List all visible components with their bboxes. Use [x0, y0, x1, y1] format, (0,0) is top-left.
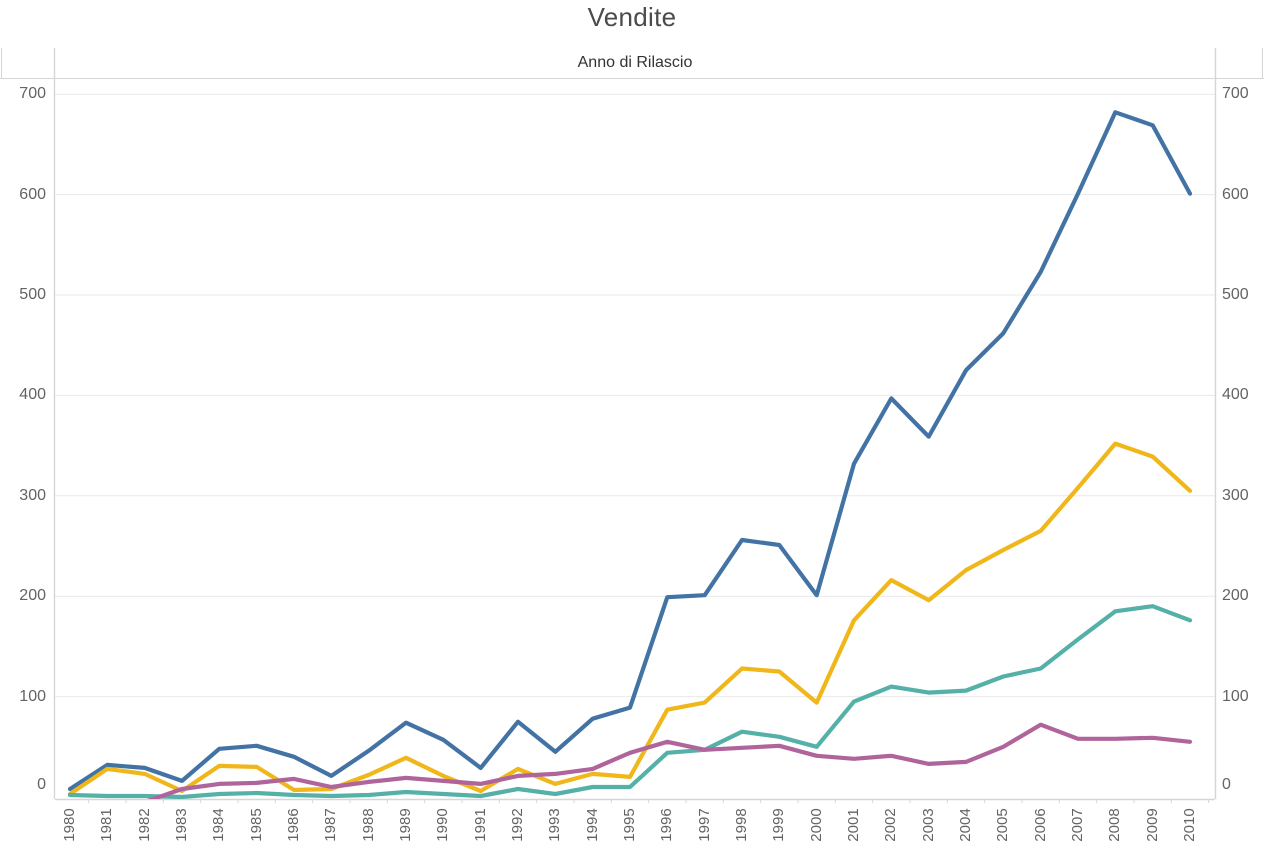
x-axis-label-1989: 1989 [397, 808, 414, 842]
x-axis-label-1999: 1999 [770, 808, 788, 842]
x-axis-label-1982: 1982 [135, 808, 153, 842]
y-axis-label-left-0: 0 [37, 776, 46, 793]
y-axis-label-right-300: 300 [1222, 486, 1249, 504]
x-axis-label-1984: 1984 [210, 808, 228, 842]
x-axis-label-2002: 2002 [882, 808, 900, 842]
y-axis-label-right-0: 0 [1222, 776, 1231, 793]
y-axis-label-left-700: 700 [19, 85, 46, 103]
y-axis-label-left-100: 100 [19, 687, 46, 705]
x-axis-label-2004: 2004 [957, 808, 974, 842]
x-axis-label-1996: 1996 [658, 808, 676, 842]
x-axis-label-2000: 2000 [807, 808, 825, 842]
chart-title: Vendite [587, 2, 677, 32]
x-axis-label-1985: 1985 [247, 808, 265, 842]
y-axis-label-right-600: 600 [1222, 185, 1249, 203]
y-axis-label-left-400: 400 [19, 386, 46, 404]
x-axis-label-2009: 2009 [1143, 808, 1161, 842]
x-axis-label-1994: 1994 [583, 808, 601, 842]
x-axis-label-1992: 1992 [509, 808, 526, 842]
x-axis-label-1987: 1987 [322, 808, 340, 842]
y-axis-label-right-500: 500 [1222, 286, 1249, 303]
x-axis-label-2005: 2005 [994, 808, 1012, 842]
series-line-yellow [67, 441, 1193, 797]
x-axis-label-1991: 1991 [471, 808, 489, 842]
x-axis-label-1998: 1998 [733, 808, 750, 842]
x-axis-title: Anno di Rilascio [577, 54, 693, 71]
y-axis-label-right-100: 100 [1222, 687, 1249, 705]
x-axis-label-1988: 1988 [359, 808, 377, 842]
x-axis-label-2008: 2008 [1106, 808, 1124, 842]
y-axis-label-left-600: 600 [19, 185, 46, 203]
x-axis-label-1981: 1981 [98, 808, 116, 842]
x-axis-label-1997: 1997 [695, 808, 713, 842]
y-axis-label-left-500: 500 [19, 286, 46, 303]
x-axis-label-2010: 2010 [1181, 808, 1198, 842]
x-axis-label-2006: 2006 [1031, 808, 1049, 842]
series-line-purple [146, 722, 1193, 799]
x-axis-label-2003: 2003 [919, 808, 937, 842]
x-axis-label-2001: 2001 [845, 808, 862, 842]
y-axis-label-right-700: 700 [1222, 85, 1249, 103]
y-axis-label-right-400: 400 [1222, 386, 1249, 404]
x-axis-label-1986: 1986 [285, 808, 302, 842]
x-axis-label-1993: 1993 [546, 808, 564, 842]
x-axis-label-1990: 1990 [434, 808, 452, 842]
y-axis-label-right-200: 200 [1222, 587, 1249, 605]
y-axis-label-left-200: 200 [19, 587, 46, 605]
x-axis-label-1980: 1980 [61, 808, 78, 842]
series-line-blue [67, 110, 1193, 792]
x-axis-label-1995: 1995 [621, 808, 638, 842]
x-axis-label-1983: 1983 [173, 808, 190, 842]
series-line-teal [67, 604, 1193, 799]
y-axis-label-left-300: 300 [19, 486, 46, 504]
x-axis-label-2007: 2007 [1069, 808, 1086, 842]
